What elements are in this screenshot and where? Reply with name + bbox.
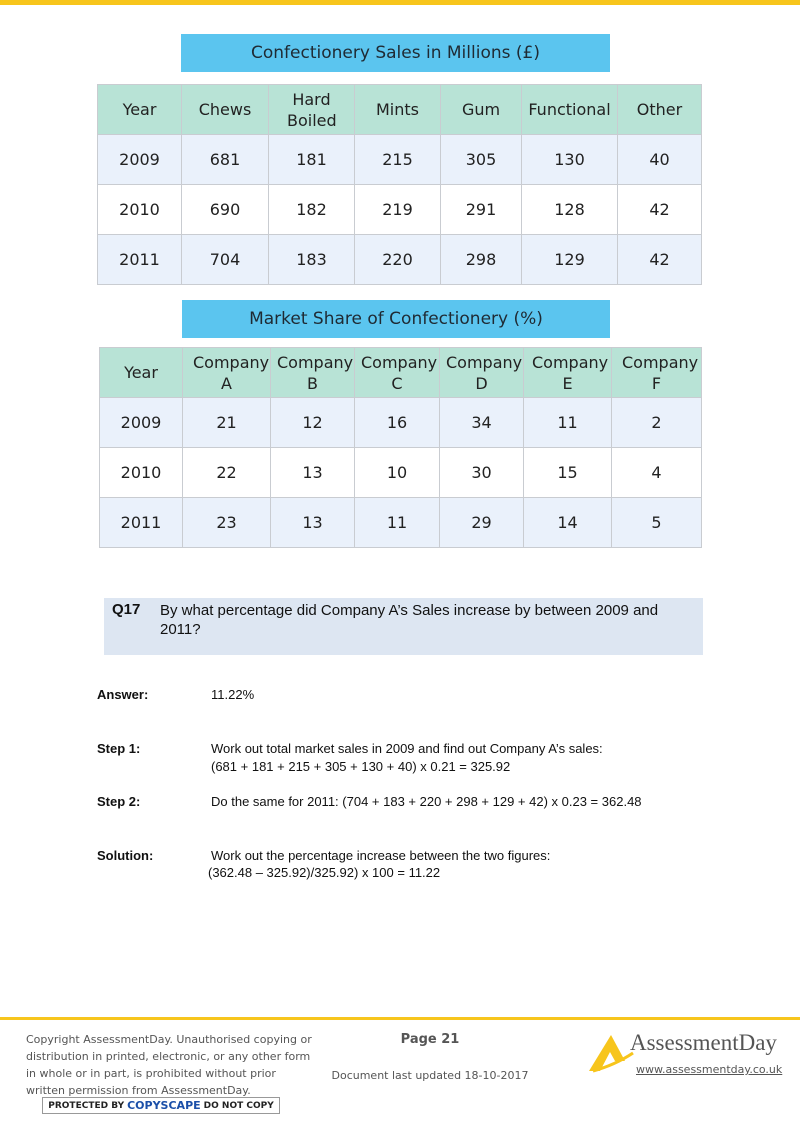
sales-header-gum: Gum bbox=[440, 84, 522, 135]
table-cell: 11 bbox=[354, 497, 440, 548]
table-cell: 21 bbox=[182, 397, 271, 448]
table-cell: 2010 bbox=[97, 184, 182, 235]
table-cell: 4 bbox=[611, 447, 702, 498]
brand-name: AssessmentDay bbox=[630, 1030, 777, 1055]
copyscape-brand: COPYSCAPE bbox=[127, 1099, 201, 1112]
table-row: 2009 21 12 16 34 11 2 bbox=[99, 397, 702, 448]
table-row: 2009 681 181 215 305 130 40 bbox=[97, 134, 702, 185]
table-cell: 10 bbox=[354, 447, 440, 498]
table-cell: 305 bbox=[440, 134, 522, 185]
share-header-company-a: Company A bbox=[182, 347, 271, 398]
table-cell: 291 bbox=[440, 184, 522, 235]
question-box: Q17 By what percentage did Company A’s S… bbox=[104, 598, 703, 655]
table-cell: 34 bbox=[439, 397, 524, 448]
sales-header-chews: Chews bbox=[181, 84, 269, 135]
share-table-title: Market Share of Confectionery (%) bbox=[182, 300, 610, 338]
copyscape-badge[interactable]: PROTECTED BY COPYSCAPE DO NOT COPY bbox=[42, 1097, 280, 1114]
step1-label: Step 1: bbox=[97, 741, 141, 756]
sales-table: Year Chews Hard Boiled Mints Gum Functio… bbox=[97, 84, 702, 285]
sales-table-title: Confectionery Sales in Millions (£) bbox=[181, 34, 610, 72]
table-row: 2011 23 13 11 29 14 5 bbox=[99, 497, 702, 548]
table-cell: 13 bbox=[270, 447, 355, 498]
table-cell: 2010 bbox=[99, 447, 183, 498]
table-cell: 183 bbox=[268, 234, 355, 285]
answer-value: 11.22% bbox=[211, 687, 255, 702]
table-cell: 298 bbox=[440, 234, 522, 285]
share-header-company-b: Company B bbox=[270, 347, 355, 398]
table-cell: 681 bbox=[181, 134, 269, 185]
share-table-header-row: Year Company A Company B Company C Compa… bbox=[99, 347, 702, 398]
table-cell: 2011 bbox=[99, 497, 183, 548]
table-row: 2010 22 13 10 30 15 4 bbox=[99, 447, 702, 498]
sales-header-mints: Mints bbox=[354, 84, 441, 135]
share-header-year: Year bbox=[99, 347, 183, 398]
table-cell: 220 bbox=[354, 234, 441, 285]
answer-label: Answer: bbox=[97, 687, 149, 702]
table-row: 2011 704 183 220 298 129 42 bbox=[97, 234, 702, 285]
table-cell: 129 bbox=[521, 234, 618, 285]
table-cell: 2011 bbox=[97, 234, 182, 285]
table-cell: 2009 bbox=[97, 134, 182, 185]
table-cell: 130 bbox=[521, 134, 618, 185]
table-cell: 182 bbox=[268, 184, 355, 235]
sales-table-header-row: Year Chews Hard Boiled Mints Gum Functio… bbox=[97, 84, 702, 135]
table-cell: 13 bbox=[270, 497, 355, 548]
copyscape-prefix: PROTECTED BY bbox=[48, 1100, 125, 1111]
table-cell: 40 bbox=[617, 134, 702, 185]
table-cell: 219 bbox=[354, 184, 441, 235]
share-header-company-e: Company E bbox=[523, 347, 612, 398]
table-row: 2010 690 182 219 291 128 42 bbox=[97, 184, 702, 235]
table-cell: 30 bbox=[439, 447, 524, 498]
copyright-notice: Copyright AssessmentDay. Unauthorised co… bbox=[26, 1033, 312, 1097]
step1-line2: (681 + 181 + 215 + 305 + 130 + 40) x 0.2… bbox=[211, 759, 511, 774]
table-cell: 2 bbox=[611, 397, 702, 448]
table-cell: 128 bbox=[521, 184, 618, 235]
assessmentday-logo-icon bbox=[589, 1035, 634, 1073]
share-header-company-c: Company C bbox=[354, 347, 440, 398]
sales-header-year: Year bbox=[97, 84, 182, 135]
copyscape-suffix: DO NOT COPY bbox=[203, 1100, 274, 1111]
table-cell: 22 bbox=[182, 447, 271, 498]
table-cell: 16 bbox=[354, 397, 440, 448]
share-header-company-d: Company D bbox=[439, 347, 524, 398]
market-share-table: Year Company A Company B Company C Compa… bbox=[99, 347, 702, 548]
step1-line1: Work out total market sales in 2009 and … bbox=[211, 741, 603, 756]
table-cell: 42 bbox=[617, 234, 702, 285]
website-link[interactable]: www.assessmentday.co.uk bbox=[636, 1063, 783, 1076]
sales-header-functional: Functional bbox=[521, 84, 618, 135]
document-updated: Document last updated 18-10-2017 bbox=[331, 1069, 529, 1082]
table-cell: 14 bbox=[523, 497, 612, 548]
table-cell: 690 bbox=[181, 184, 269, 235]
table-cell: 5 bbox=[611, 497, 702, 548]
page-number: Page 21 bbox=[400, 1032, 460, 1047]
table-cell: 2009 bbox=[99, 397, 183, 448]
solution-line2: (362.48 – 325.92)/325.92) x 100 = 11.22 bbox=[208, 865, 441, 880]
table-cell: 29 bbox=[439, 497, 524, 548]
table-cell: 215 bbox=[354, 134, 441, 185]
sales-header-other: Other bbox=[617, 84, 702, 135]
table-cell: 15 bbox=[523, 447, 612, 498]
table-cell: 23 bbox=[182, 497, 271, 548]
question-text: By what percentage did Company A’s Sales… bbox=[160, 602, 659, 638]
solution-label: Solution: bbox=[97, 848, 154, 863]
sales-header-hard-boiled: Hard Boiled bbox=[268, 84, 355, 135]
table-cell: 704 bbox=[181, 234, 269, 285]
table-cell: 11 bbox=[523, 397, 612, 448]
table-cell: 181 bbox=[268, 134, 355, 185]
step2-label: Step 2: bbox=[97, 794, 141, 809]
footer-divider bbox=[0, 1017, 800, 1020]
top-accent-bar bbox=[0, 0, 800, 5]
step2-line1: Do the same for 2011: (704 + 183 + 220 +… bbox=[211, 794, 642, 809]
share-header-company-f: Company F bbox=[611, 347, 702, 398]
solution-line1: Work out the percentage increase between… bbox=[211, 848, 551, 863]
table-cell: 12 bbox=[270, 397, 355, 448]
table-cell: 42 bbox=[617, 184, 702, 235]
question-number: Q17 bbox=[112, 601, 141, 618]
